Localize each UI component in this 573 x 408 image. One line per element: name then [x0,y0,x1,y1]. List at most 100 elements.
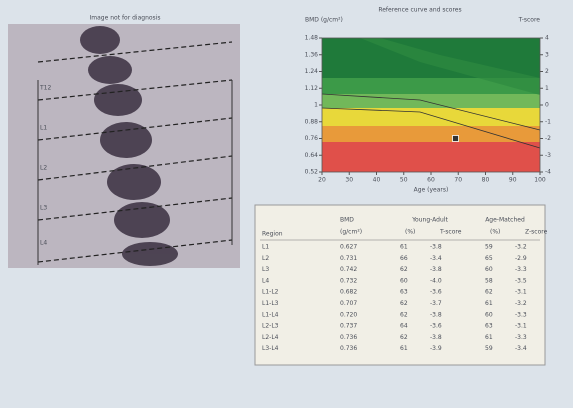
table-cell: 63 [485,323,493,330]
table-cell: 0.731 [340,255,357,262]
y2-tick-label: 3 [545,51,549,58]
chart-title: Reference curve and scores [378,7,461,14]
table-header: Age-Matched [485,217,525,224]
y2-axis-label: T-score [518,17,541,24]
table-cell: -3.8 [430,266,442,273]
table-cell: 62 [400,300,408,307]
table-cell: 0.627 [340,244,357,251]
region-cell: L1-L3 [262,300,279,307]
table-cell: 60 [400,277,408,284]
table-cell: 61 [400,345,408,352]
report-photo: Image not for diagnosis T12L1L2L3L4 Refe… [0,0,573,408]
results-table [255,205,545,365]
x-tick-label: 30 [345,177,353,184]
y-tick-label: 1.12 [305,85,319,92]
y2-tick-label: 1 [545,85,549,92]
region-cell: L3-L4 [262,345,279,352]
table-cell: -3.3 [515,266,527,273]
x-tick-label: 50 [400,177,408,184]
vertebra-label: L1 [40,125,47,132]
y2-tick-label: -4 [545,169,551,176]
table-header: BMD [340,217,354,224]
region-cell: L1 [262,244,269,251]
table-cell: 0.682 [340,289,357,296]
table-header: (%) [405,229,415,236]
table-cell: 0.737 [340,323,357,330]
table-header: Young-Adult [411,217,448,224]
table-header: T-score [439,229,462,236]
reference-bands [322,38,540,172]
table-cell: 65 [485,255,493,262]
table-cell: 62 [400,311,408,318]
table-cell: 0.707 [340,300,357,307]
x-tick-label: 70 [454,177,462,184]
table-cell: 0.736 [340,345,357,352]
y-tick-label: 1.36 [305,51,319,58]
table-cell: 0.742 [340,266,357,273]
region-cell: L3 [262,266,269,273]
table-cell: 64 [400,323,408,330]
table-cell: -3.7 [430,300,442,307]
region-cell: L1-L4 [262,311,279,318]
table-cell: -3.4 [515,345,527,352]
table-cell: 60 [485,311,493,318]
table-cell: 62 [400,334,408,341]
y-tick-label: 0.76 [305,135,319,142]
y2-tick-label: -3 [545,152,551,159]
table-header: (%) [490,229,500,236]
y2-tick-label: 4 [545,35,549,42]
table-cell: 0.732 [340,277,357,284]
table-cell: 63 [400,289,408,296]
table-header: Z-score [525,229,548,236]
y2-tick-label: 2 [545,68,549,75]
table-cell: -3.8 [430,311,442,318]
page: Image not for diagnosis T12L1L2L3L4 Refe… [0,0,573,408]
table-cell: 60 [485,266,493,273]
table-cell: 58 [485,277,493,284]
table-cell: -3.8 [430,334,442,341]
table-cell: -3.8 [430,244,442,251]
table-cell: -3.4 [430,255,442,262]
table-cell: -3.2 [515,244,527,251]
table-cell: -3.1 [515,289,527,296]
table-cell: -3.1 [515,323,527,330]
x-tick-label: 90 [509,177,517,184]
table-cell: -4.0 [430,277,442,284]
table-cell: 62 [400,266,408,273]
table-cell: -3.6 [430,323,442,330]
table-cell: 61 [485,334,493,341]
table-cell: -3.6 [430,289,442,296]
table-cell: -3.3 [515,311,527,318]
y2-tick-label: -2 [545,135,551,142]
y-tick-label: 0.88 [305,118,319,125]
region-cell: L2 [262,255,269,262]
x-tick-label: 40 [373,177,381,184]
table-cell: 66 [400,255,408,262]
y-tick-label: 0.52 [305,169,319,176]
table-cell: -3.9 [430,345,442,352]
patient-point [453,136,459,142]
x-tick-label: 80 [482,177,490,184]
table-cell: 0.720 [340,311,357,318]
region-cell: L2-L4 [262,334,279,341]
table-cell: -2.9 [515,255,527,262]
table-cell: -3.3 [515,334,527,341]
region-cell: L1-L2 [262,289,279,296]
table-cell: 59 [485,244,493,251]
vertebra-label: L2 [40,165,47,172]
x-tick-label: 20 [318,177,326,184]
vertebra-label: L4 [40,240,47,247]
y-tick-label: 1.24 [305,68,319,75]
table-header: (g/cm²) [340,229,362,236]
x-tick-label: 100 [534,177,546,184]
x-tick-label: 60 [427,177,435,184]
table-cell: 0.736 [340,334,357,341]
region-cell: L4 [262,277,269,284]
vertebra-label: L3 [40,205,47,212]
vertebra-label: T12 [39,85,51,92]
x-axis-label: Age (years) [414,187,449,194]
table-cell: -3.5 [515,277,527,284]
y-tick-label: 0.64 [305,152,319,159]
region-cell: L2-L3 [262,323,279,330]
table-cell: 61 [485,300,493,307]
